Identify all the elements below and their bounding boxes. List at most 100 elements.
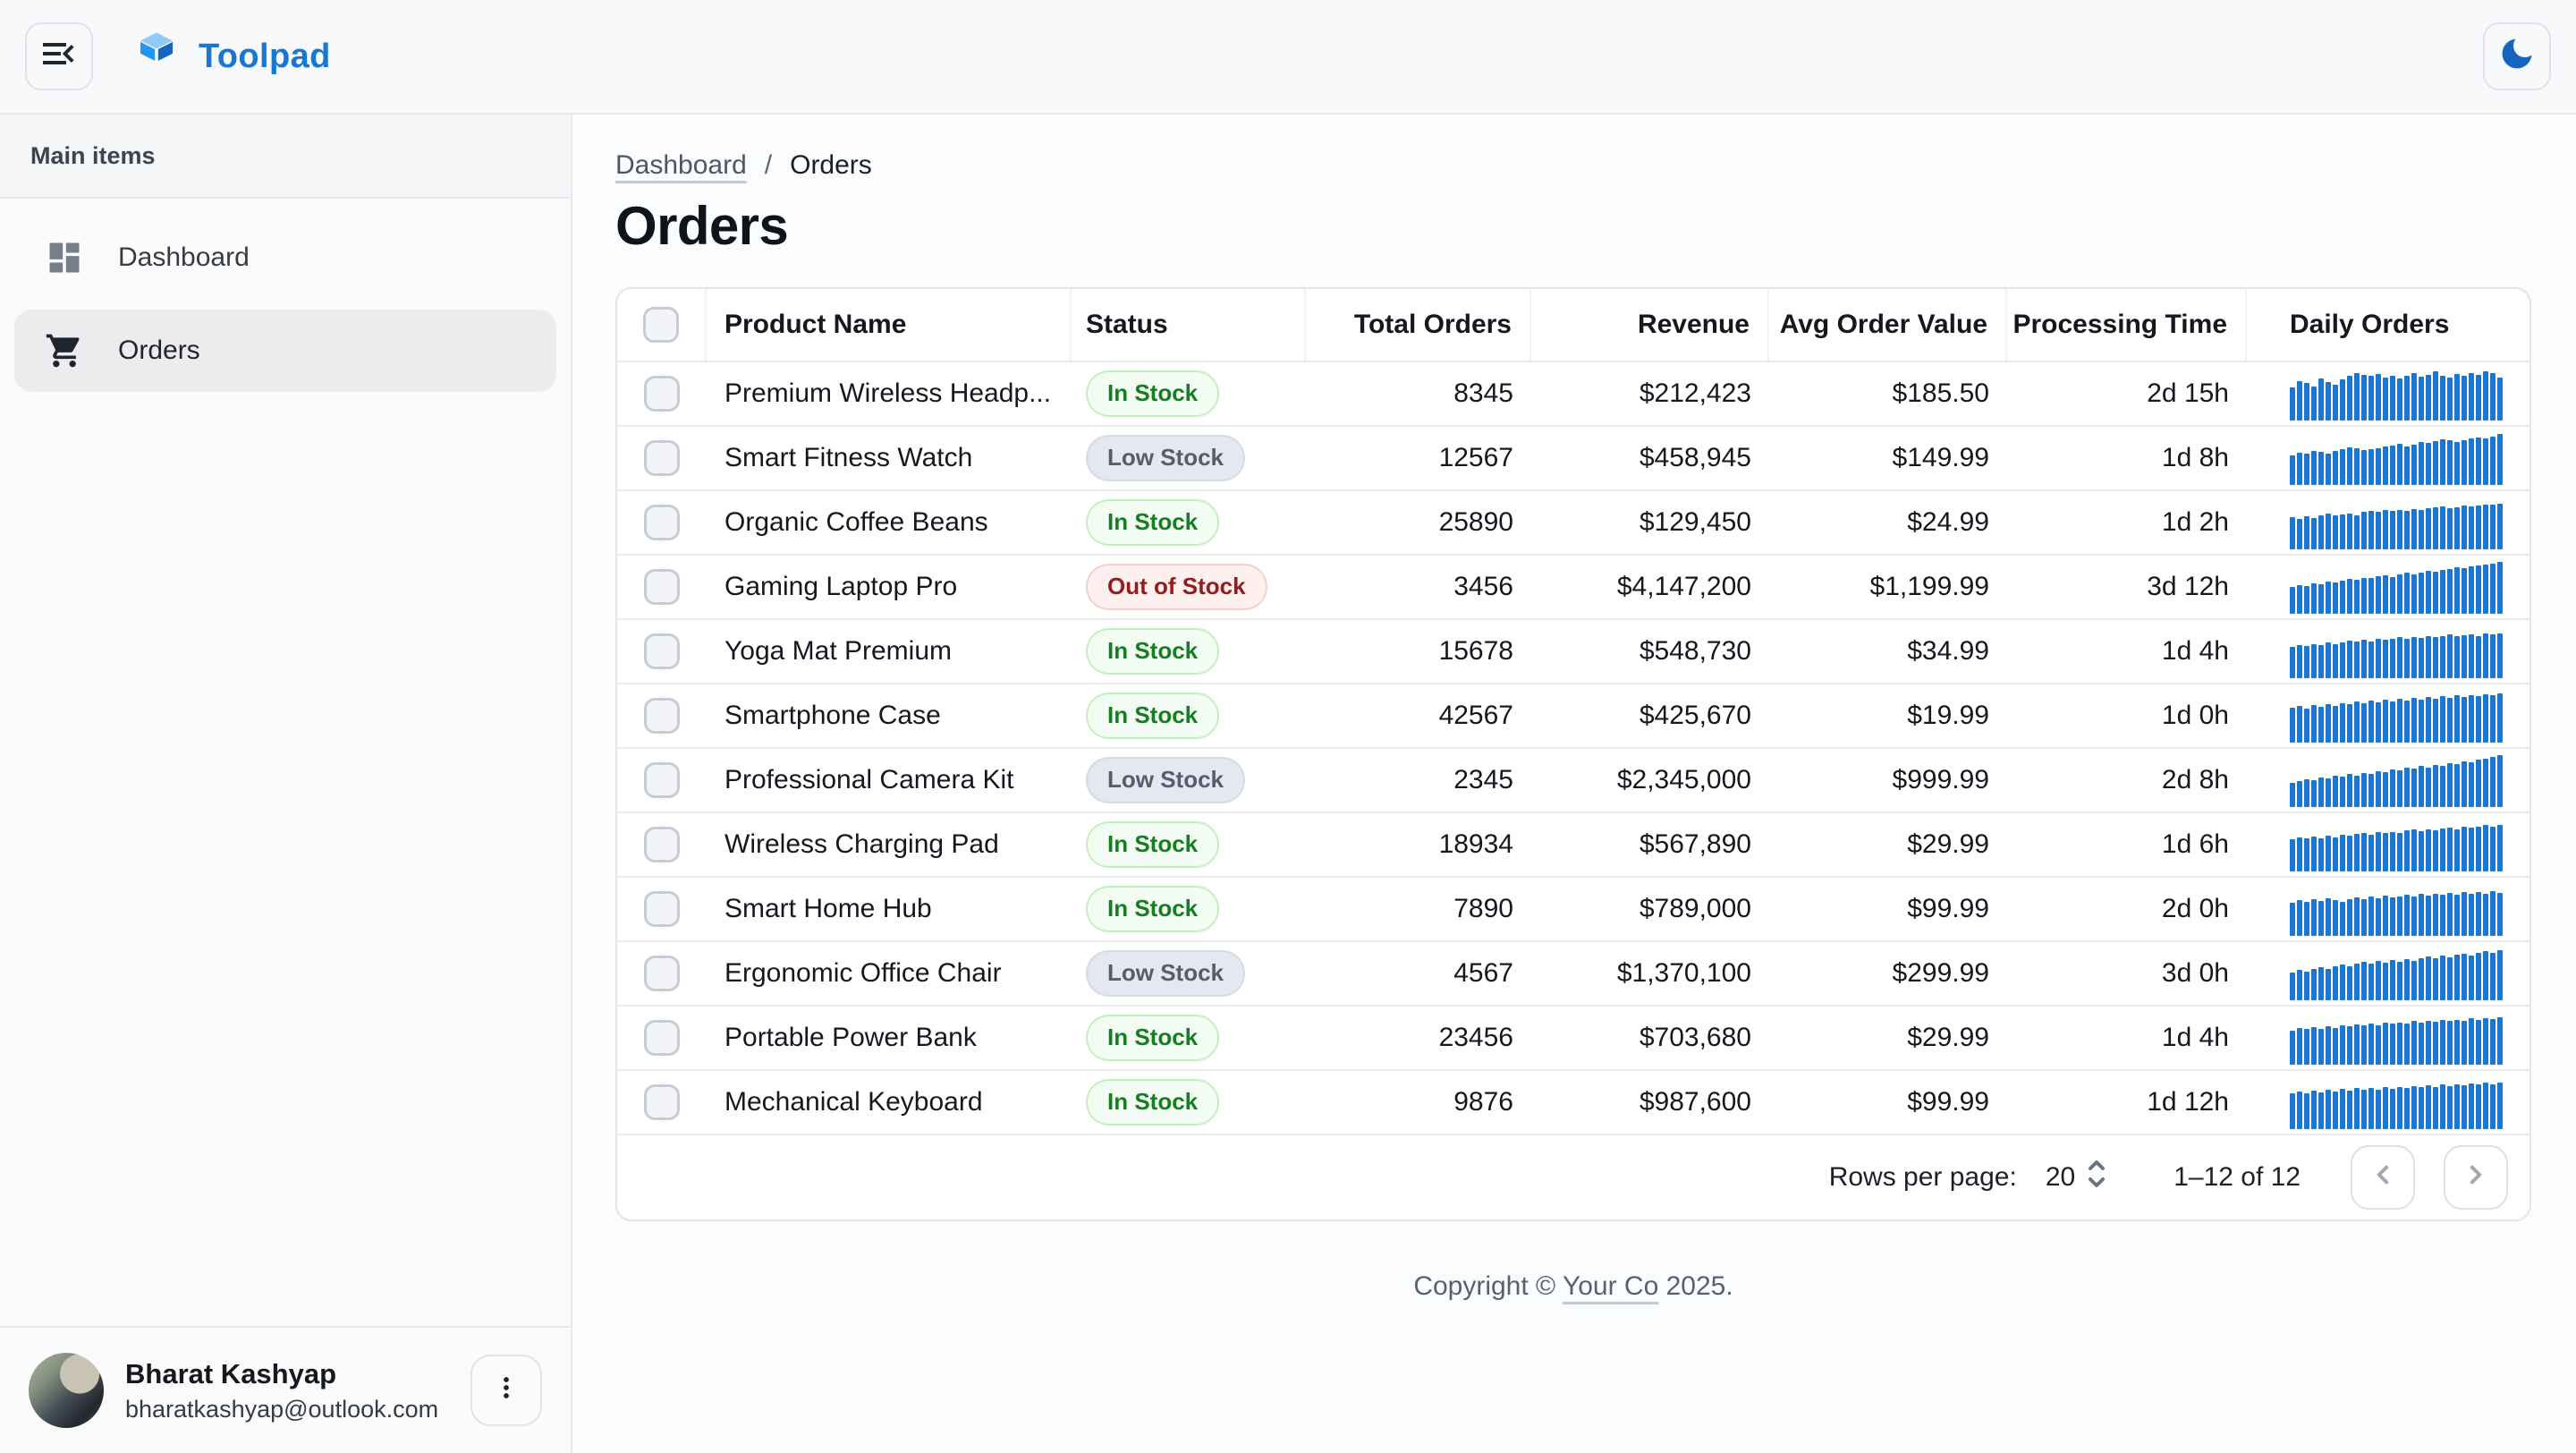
column-header-product-name[interactable]: Product Name xyxy=(707,289,1072,361)
row-checkbox[interactable] xyxy=(644,827,680,862)
sparkline-bar xyxy=(2454,567,2460,614)
processing-time-cell: 1d 4h xyxy=(2161,1023,2229,1052)
daily-orders-sparkline xyxy=(2247,496,2529,549)
total-orders-cell: 9876 xyxy=(1453,1087,1513,1117)
sparkline-bar xyxy=(2354,373,2360,421)
sparkline-bar xyxy=(2311,780,2317,807)
sparkline-bar xyxy=(2476,695,2481,743)
table-row[interactable]: Ergonomic Office Chair Low Stock 4567 $1,37… xyxy=(617,940,2529,1005)
sparkline-bar xyxy=(2490,953,2496,1000)
daily-orders-cell xyxy=(2247,367,2529,421)
brand[interactable]: Toolpad xyxy=(132,29,331,84)
avg-order-value-cell: $24.99 xyxy=(1907,507,1989,537)
sparkline-bar xyxy=(2290,455,2295,485)
row-checkbox[interactable] xyxy=(644,956,680,991)
table-row[interactable]: Premium Wireless Headp... In Stock 8345 $21… xyxy=(617,361,2529,425)
sparkline-bar xyxy=(2318,645,2324,678)
row-checkbox[interactable] xyxy=(644,505,680,540)
sparkline-bar xyxy=(2333,582,2338,614)
sparkline-bar xyxy=(2490,505,2496,549)
sparkline-bar xyxy=(2419,700,2424,743)
user-email: bharatkashyap@outlook.com xyxy=(125,1395,439,1423)
status-badge: Out of Stock xyxy=(1086,564,1267,610)
column-header-daily-orders[interactable]: Daily Orders xyxy=(2290,310,2450,339)
column-header-processing-time[interactable]: Processing Time xyxy=(2007,289,2247,361)
row-checkbox[interactable] xyxy=(644,376,680,412)
kebab-icon xyxy=(490,1372,522,1410)
avg-order-value-cell: $29.99 xyxy=(1907,1023,1989,1052)
sidebar-item-orders[interactable]: Orders xyxy=(14,310,556,392)
sparkline-bar xyxy=(2411,896,2417,936)
user-menu-button[interactable] xyxy=(470,1355,542,1426)
row-checkbox[interactable] xyxy=(644,698,680,734)
sparkline-bar xyxy=(2490,1019,2496,1065)
row-checkbox[interactable] xyxy=(644,633,680,669)
next-page-button[interactable] xyxy=(2444,1145,2508,1210)
status-cell: Out of Stock xyxy=(1072,564,1306,610)
sparkline-bar xyxy=(2333,837,2338,871)
moon-icon xyxy=(2497,34,2537,80)
sidebar-item-dashboard[interactable]: Dashboard xyxy=(14,217,556,299)
sparkline-bar xyxy=(2397,770,2402,807)
sparkline-bar xyxy=(2490,757,2496,807)
product-name-cell: Mechanical Keyboard xyxy=(724,1087,983,1117)
row-checkbox-cell xyxy=(617,1084,707,1120)
main-content: Dashboard / Orders Orders Product Name S… xyxy=(572,115,2576,1453)
column-header-status[interactable]: Status xyxy=(1072,289,1306,361)
sparkline-bar xyxy=(2454,636,2460,678)
column-header-revenue[interactable]: Revenue xyxy=(1531,289,1769,361)
table-row[interactable]: Smartphone Case In Stock 42567 $425,670 $19.… xyxy=(617,683,2529,747)
column-header-avg-order-value[interactable]: Avg Order Value xyxy=(1769,289,2007,361)
sparkline-bar xyxy=(2297,644,2302,678)
table-row[interactable]: Mechanical Keyboard In Stock 9876 $987,600 $… xyxy=(617,1069,2529,1134)
sparkline-bar xyxy=(2368,834,2374,871)
row-checkbox[interactable] xyxy=(644,440,680,476)
sparkline-bar xyxy=(2290,972,2295,1000)
menu-toggle-button[interactable] xyxy=(25,22,93,90)
table-row[interactable]: Professional Camera Kit Low Stock 2345 $2,3… xyxy=(617,747,2529,811)
row-checkbox[interactable] xyxy=(644,1084,680,1120)
sparkline-bar xyxy=(2440,569,2445,614)
table-row[interactable]: Organic Coffee Beans In Stock 25890 $129,45… xyxy=(617,489,2529,554)
table-row[interactable]: Smart Home Hub In Stock 7890 $789,000 $99.99… xyxy=(617,876,2529,940)
table-row[interactable]: Yoga Mat Premium In Stock 15678 $548,730 $34… xyxy=(617,618,2529,683)
sparkline-bar xyxy=(2390,1024,2395,1065)
daily-orders-cell xyxy=(2247,560,2529,614)
rows-per-page-select[interactable]: 20 xyxy=(2046,1156,2109,1199)
row-checkbox[interactable] xyxy=(644,762,680,798)
table-row[interactable]: Smart Fitness Watch Low Stock 12567 $458,94… xyxy=(617,425,2529,489)
copyright-link[interactable]: Your Co xyxy=(1562,1271,1659,1301)
row-checkbox[interactable] xyxy=(644,1020,680,1056)
sparkline-bar xyxy=(2297,1092,2302,1129)
previous-page-button[interactable] xyxy=(2351,1145,2415,1210)
sparkline-bar xyxy=(2368,701,2374,743)
row-checkbox[interactable] xyxy=(644,569,680,605)
sparkline-bar xyxy=(2347,1090,2352,1129)
table-row[interactable]: Gaming Laptop Pro Out of Stock 3456 $4,147,… xyxy=(617,554,2529,618)
sparkline-bar xyxy=(2476,760,2481,807)
column-header-total-orders[interactable]: Total Orders xyxy=(1306,289,1531,361)
sparkline-bar xyxy=(2340,514,2345,549)
theme-toggle-button[interactable] xyxy=(2483,22,2551,90)
daily-orders-sparkline xyxy=(2247,1011,2529,1065)
user-account-section: Bharat Kashyap bharatkashyap@outlook.com xyxy=(0,1326,571,1453)
daily-orders-sparkline xyxy=(2247,560,2529,614)
product-name-cell: Ergonomic Office Chair xyxy=(724,958,1002,988)
row-checkbox-cell xyxy=(617,376,707,412)
sparkline-bar xyxy=(2340,1024,2345,1065)
table-row[interactable]: Wireless Charging Pad In Stock 18934 $567,8… xyxy=(617,811,2529,876)
status-badge: Low Stock xyxy=(1086,950,1246,997)
revenue-cell: $4,147,200 xyxy=(1616,572,1751,601)
product-name-cell: Professional Camera Kit xyxy=(724,765,1014,794)
sparkline-bar xyxy=(2419,894,2424,936)
avatar[interactable] xyxy=(29,1353,104,1428)
sparkline-bar xyxy=(2404,639,2410,678)
status-badge: In Stock xyxy=(1086,499,1220,546)
breadcrumb-link-dashboard[interactable]: Dashboard xyxy=(615,150,747,180)
product-name-cell: Yoga Mat Premium xyxy=(724,636,953,666)
sparkline-bar xyxy=(2340,642,2345,678)
table-row[interactable]: Portable Power Bank In Stock 23456 $703,680… xyxy=(617,1005,2529,1069)
select-all-checkbox[interactable] xyxy=(643,307,679,343)
row-checkbox[interactable] xyxy=(644,891,680,927)
sparkline-bar xyxy=(2497,633,2503,678)
